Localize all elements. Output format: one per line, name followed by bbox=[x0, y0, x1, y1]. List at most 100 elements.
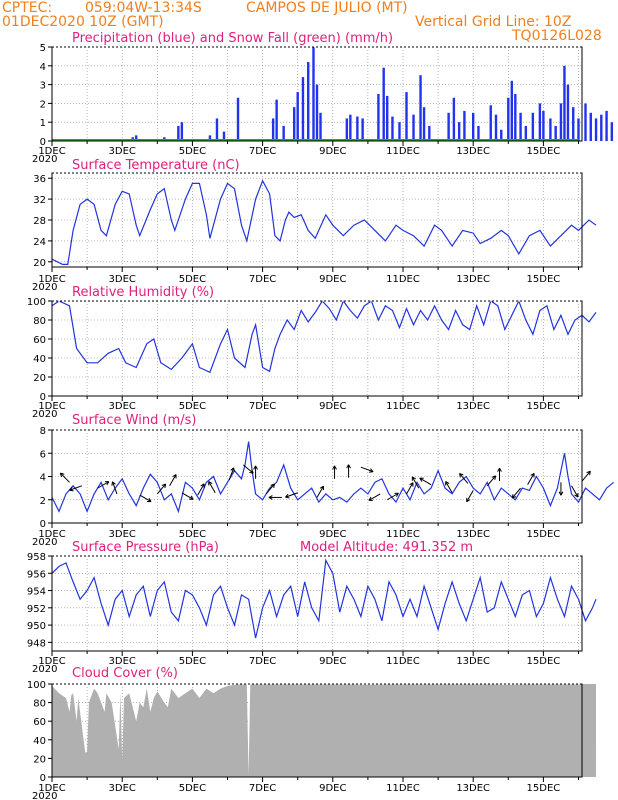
y-tick-label: 8 bbox=[40, 426, 46, 437]
y-tick-label: 5 bbox=[40, 43, 46, 54]
series-line bbox=[51, 179, 597, 265]
precipitation-bar bbox=[572, 107, 575, 141]
wind-arrow bbox=[242, 464, 254, 474]
precipitation-bar bbox=[589, 112, 592, 141]
y-tick-label: 32 bbox=[33, 195, 46, 206]
precipitation-bar bbox=[292, 107, 296, 141]
wind-arrow-head bbox=[395, 492, 399, 497]
precipitation-bar bbox=[312, 47, 315, 141]
wind-arrow bbox=[466, 490, 474, 502]
precipitation-bar bbox=[428, 125, 431, 141]
x-tick-label: 13DEC bbox=[456, 274, 490, 285]
precipitation-bar bbox=[542, 110, 545, 141]
wind-arrow-head bbox=[419, 477, 423, 482]
x-tick-label: 1DEC bbox=[38, 146, 65, 157]
precipitation-bar bbox=[594, 118, 598, 141]
wind-arrow bbox=[97, 481, 110, 489]
wind-arrow bbox=[208, 481, 216, 494]
wind-arrow-head bbox=[285, 493, 289, 498]
header-date: 01DEC2020 10Z (GMT) bbox=[2, 14, 164, 30]
x-tick-label: 5DEC bbox=[179, 529, 206, 540]
y-tick-label: 1 bbox=[40, 118, 46, 129]
wind-arrow-head bbox=[459, 473, 461, 478]
precipitation-bar bbox=[382, 67, 385, 141]
x-tick-label: 13DEC bbox=[456, 656, 490, 667]
wind-arrow-head bbox=[164, 483, 167, 488]
precipitation-bar bbox=[385, 95, 389, 141]
wind-arrow-head bbox=[268, 495, 273, 498]
x-tick-label: 7DEC bbox=[249, 783, 276, 794]
wind-arrow-head bbox=[586, 470, 591, 474]
cloud-cover-area bbox=[52, 684, 597, 777]
wind-arrow-head bbox=[370, 468, 374, 472]
wind-arrow-head bbox=[589, 471, 591, 476]
wind-arrow-head bbox=[148, 497, 152, 502]
y-tick-label: 20 bbox=[33, 258, 46, 269]
wind-arrow-head bbox=[334, 465, 337, 470]
wind-arrow bbox=[581, 470, 591, 482]
x-tick-label: 13DEC bbox=[456, 401, 490, 412]
header-grid-note: Vertical Grid Line: 10Z bbox=[415, 14, 572, 30]
year-label: 2020 bbox=[32, 409, 57, 420]
wind-arrow-head bbox=[499, 467, 502, 472]
x-tick-label: 1DEC bbox=[38, 656, 65, 667]
x-tick-label: 11DEC bbox=[386, 146, 420, 157]
x-tick-label: 3DEC bbox=[109, 274, 136, 285]
x-tick-label: 15DEC bbox=[527, 146, 561, 157]
wind-arrow bbox=[368, 493, 381, 501]
x-tick-label: 9DEC bbox=[319, 401, 346, 412]
precipitation-bar bbox=[345, 118, 349, 141]
year-label: 2020 bbox=[32, 664, 57, 675]
wind-arrow bbox=[265, 483, 275, 495]
x-tick-label: 7DEC bbox=[249, 274, 276, 285]
y-tick-label: 0 bbox=[40, 773, 46, 784]
y-tick-label: 948 bbox=[27, 638, 46, 649]
y-tick-label: 24 bbox=[33, 237, 46, 248]
wind-arrow bbox=[386, 492, 399, 501]
precipitation-bar bbox=[563, 65, 566, 141]
wind-arrow-head bbox=[69, 486, 73, 491]
wind-arrow-head bbox=[268, 496, 273, 500]
precipitation-bar bbox=[471, 112, 475, 141]
precipitation-bar bbox=[422, 107, 426, 141]
x-tick-label: 5DEC bbox=[179, 656, 206, 667]
wind-arrow-head bbox=[285, 496, 290, 499]
y-tick-label: 40 bbox=[33, 354, 46, 365]
precipitation-bar bbox=[566, 84, 570, 141]
precipitation-bar bbox=[549, 118, 552, 141]
x-tick-label: 9DEC bbox=[319, 529, 346, 540]
wind-arrow-head bbox=[368, 496, 372, 501]
precipitation-bar bbox=[412, 114, 415, 141]
precipitation-bar bbox=[452, 97, 456, 141]
wind-arrow bbox=[285, 492, 298, 498]
panel-title: Relative Humidity (%) bbox=[72, 285, 214, 300]
wind-arrow-head bbox=[253, 465, 257, 470]
wind-arrow-head bbox=[200, 483, 205, 487]
precipitation-bar bbox=[275, 99, 278, 141]
wind-arrow bbox=[571, 485, 579, 498]
y-tick-label: 80 bbox=[33, 699, 46, 710]
precipitation-bar bbox=[600, 114, 603, 141]
wind-arrow-head bbox=[270, 483, 275, 486]
y-tick-label: 950 bbox=[27, 621, 46, 632]
y-tick-label: 100 bbox=[27, 297, 46, 308]
wind-arrow bbox=[197, 483, 205, 496]
wind-arrow-head bbox=[111, 481, 113, 486]
y-tick-label: 4 bbox=[40, 473, 46, 484]
wind-arrow-head bbox=[445, 481, 450, 485]
wind-arrow-head bbox=[409, 482, 414, 486]
precipitation-bar bbox=[477, 125, 480, 141]
wind-arrow-head bbox=[190, 495, 194, 500]
y-tick-label: 956 bbox=[27, 569, 46, 580]
wind-arrow-head bbox=[208, 481, 213, 485]
precipitation-bar bbox=[180, 122, 184, 141]
wind-arrow-head bbox=[459, 473, 464, 476]
wind-arrow bbox=[445, 481, 453, 494]
y-tick-label: 958 bbox=[27, 552, 46, 563]
precipitation-bar bbox=[610, 122, 614, 141]
precipitation-bar bbox=[419, 75, 422, 141]
wind-arrow bbox=[511, 487, 521, 499]
panel-title: Surface Wind (m/s) bbox=[72, 413, 196, 428]
wind-arrow-head bbox=[494, 475, 497, 480]
panel-frame bbox=[51, 300, 583, 397]
